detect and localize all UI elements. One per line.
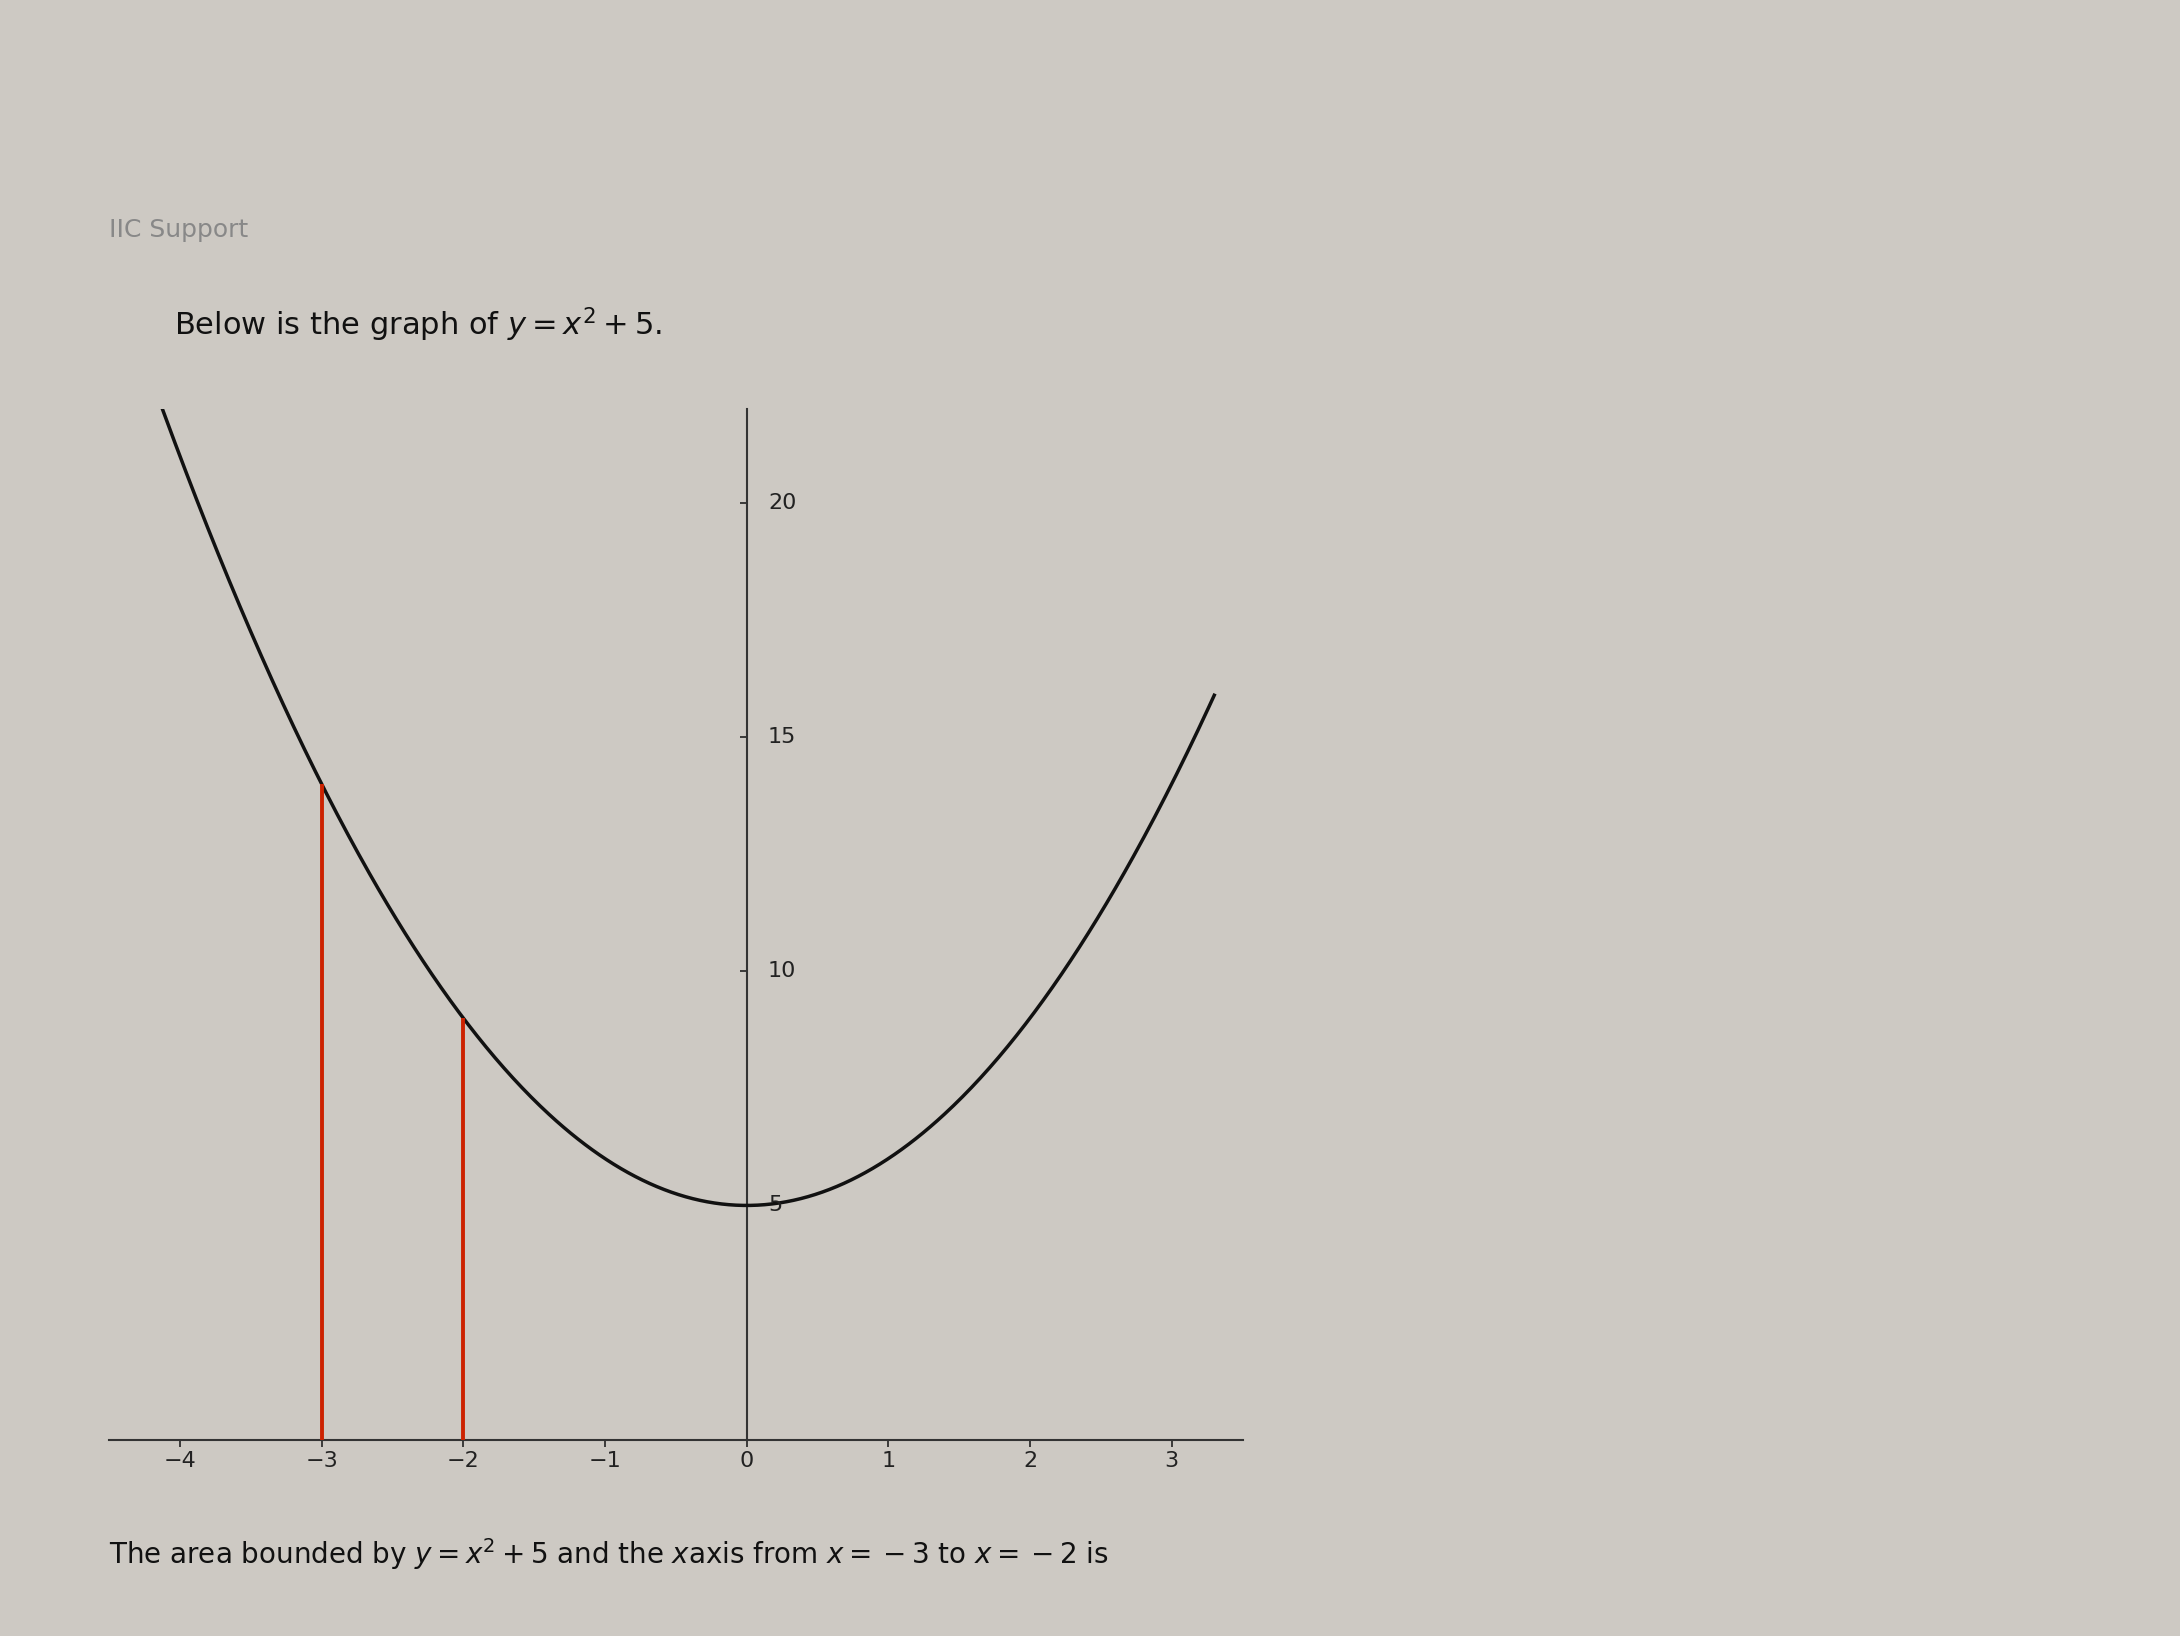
Text: 10: 10 xyxy=(767,962,796,982)
Text: The area bounded by $y = x^2 + 5$ and the $x$axis from $x = -3$ to $x = -2$ is: The area bounded by $y = x^2 + 5$ and th… xyxy=(109,1536,1107,1572)
Text: Below is the graph of $y = x^2 + 5$.: Below is the graph of $y = x^2 + 5$. xyxy=(174,304,663,344)
Text: 20: 20 xyxy=(767,492,796,512)
Text: 15: 15 xyxy=(767,726,796,748)
Text: IIC Support: IIC Support xyxy=(109,218,249,242)
Text: 5: 5 xyxy=(767,1196,783,1216)
